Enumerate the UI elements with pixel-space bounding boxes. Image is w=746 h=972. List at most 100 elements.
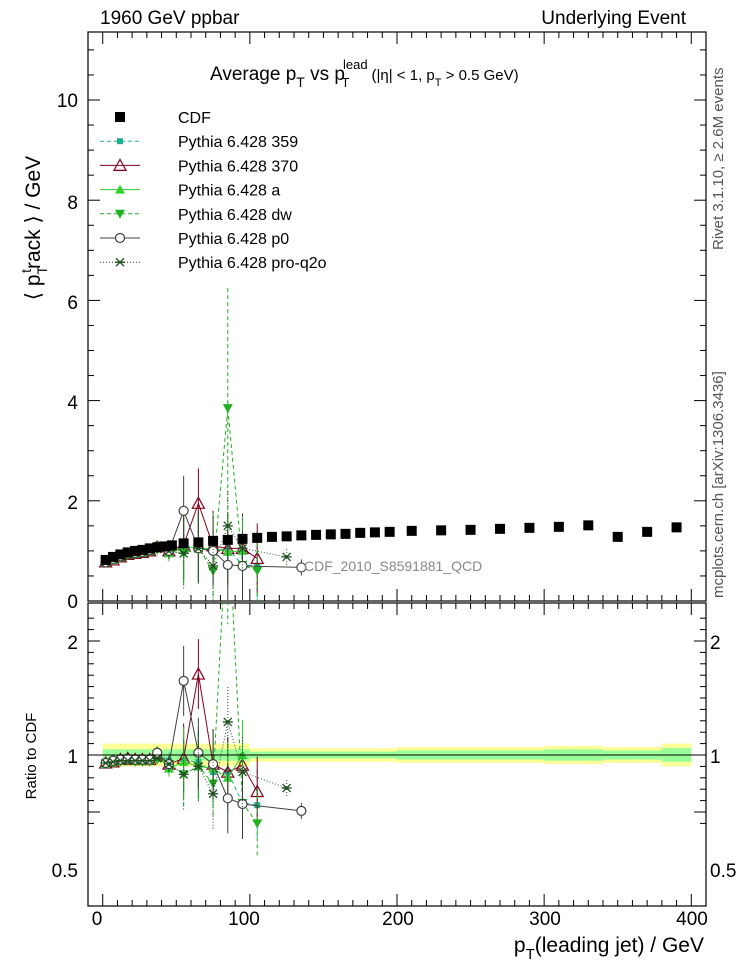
cdf-marker [115,112,125,122]
series-pythia-6-428-359 [102,725,261,841]
data-point [191,496,206,509]
ratio-tick-label-right: 1 [710,747,721,768]
legend-label: Pythia 6.428 370 [178,158,298,175]
y-tick-label: 2 [67,493,78,514]
data-point [193,761,204,771]
x-tick-label: 0 [92,909,103,930]
cdf-marker [130,545,141,556]
data-point [117,138,123,145]
series-pythia-6-428-dw [100,603,263,859]
ratio-y-tick-labels-left: 0.5 1 2 [52,633,78,882]
cdf-marker [384,526,395,537]
cdf-marker [122,547,133,558]
x-tick-label: 300 [529,909,561,930]
data-point [237,767,248,777]
cdf-marker [208,535,219,546]
cdf-marker [495,523,505,534]
main-y-tick-labels: 0 2 4 6 8 10 [57,91,79,613]
y-tick-label: 6 [67,293,78,314]
data-point [114,232,126,244]
header-left: 1960 GeV ppbar [100,8,240,29]
legend-label: Pythia 6.428 pro-q2o [178,255,327,272]
cdf-marker [237,533,248,544]
x-tick-labels: 0 100 200 300 400 [92,909,708,930]
data-point [207,759,219,770]
ratio-tick-label-right: 0.5 [710,861,736,882]
legend-label: Pythia 6.428 a [178,183,280,200]
data-point [178,675,189,687]
series-line [105,545,258,567]
series-line [105,408,258,573]
cdf-marker [144,543,155,554]
cdf-marker [193,537,204,548]
cdf-marker [159,541,170,552]
cdf-marker [100,554,111,565]
data-point [222,404,233,414]
mcplots-label: mcplots.cern.ch [arXiv:1306.3436] [710,371,727,598]
data-point [178,548,189,558]
cdf-marker [369,527,380,538]
cdf-marker [311,529,322,540]
axes-ticks [88,32,706,906]
ratio-tick-label-right: 2 [710,633,721,654]
x-axis-title: pT(leading jet) / GeV [514,934,704,963]
data-point [163,759,174,769]
cdf-marker [152,542,163,553]
data-point [100,758,111,768]
ratio-y-axis-title: Ratio to CDF [23,713,40,800]
data-point [178,769,189,779]
legend: CDF Pythia 6.428 359 Pythia 6.428 370 Pythi… [100,110,327,272]
data-point [296,562,307,573]
y-tick-label: 0 [67,592,78,613]
x-tick-label: 200 [382,909,414,930]
legend-label: CDF [178,110,211,127]
data-point [222,793,233,804]
data-point [281,552,292,562]
cdf-marker [108,551,119,562]
ratio-tick-label: 0.5 [52,861,78,882]
header-right: Underlying Event [541,8,686,29]
cdf-marker [553,521,564,532]
series-cdf [100,520,682,565]
cdf-marker [355,527,366,538]
data-point [115,257,125,267]
analysis-label: CDF_2010_S8591881_QCD [304,558,482,574]
data-point [112,158,128,171]
ratio-y-tick-labels-right: 0.5 1 2 [710,633,736,882]
ratio-tick-label: 1 [67,747,78,768]
data-point [222,717,233,727]
data-point [178,505,189,516]
y-tick-label: 4 [67,393,78,414]
cdf-marker [178,538,189,549]
legend-label: Pythia 6.428 p0 [178,231,289,248]
data-point [208,561,219,571]
series-pythia-6-428-p0 [100,645,307,840]
legend-label: Pythia 6.428 359 [178,134,298,151]
data-point [115,209,125,219]
data-point [152,753,163,763]
data-point [252,566,263,576]
cdf-marker [671,522,682,533]
cdf-marker [325,529,336,540]
data-point [222,521,233,531]
cdf-marker [252,532,263,543]
main-panel-data [98,288,682,601]
ratio-tick-label: 2 [67,633,78,654]
data-point [115,184,125,194]
data-point [222,559,233,571]
data-point [281,783,292,793]
data-point [237,560,248,572]
series-pythia-6-428-pro-q2o [100,686,292,829]
cdf-marker [524,522,535,533]
cdf-marker [296,530,307,541]
cdf-marker [465,524,476,535]
ratio-panel-data [98,603,307,859]
data-point [237,543,248,553]
x-tick-label: 100 [228,909,260,930]
cdf-marker [166,540,177,551]
cdf-marker [642,526,653,537]
rivet-version-label: Rivet 3.1.10, ≥ 2.6M events [710,67,727,251]
data-point [250,551,265,565]
cdf-marker [406,525,417,536]
